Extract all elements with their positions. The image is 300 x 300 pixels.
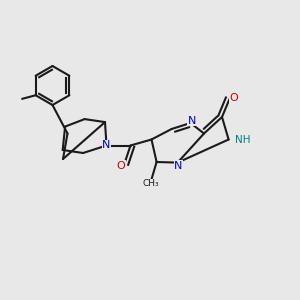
Text: O: O: [230, 93, 238, 103]
Text: NH: NH: [235, 135, 251, 146]
Text: N: N: [188, 116, 196, 126]
Text: O: O: [116, 161, 125, 171]
Text: N: N: [174, 160, 183, 171]
Text: N: N: [102, 140, 111, 151]
Text: CH₃: CH₃: [142, 179, 159, 188]
